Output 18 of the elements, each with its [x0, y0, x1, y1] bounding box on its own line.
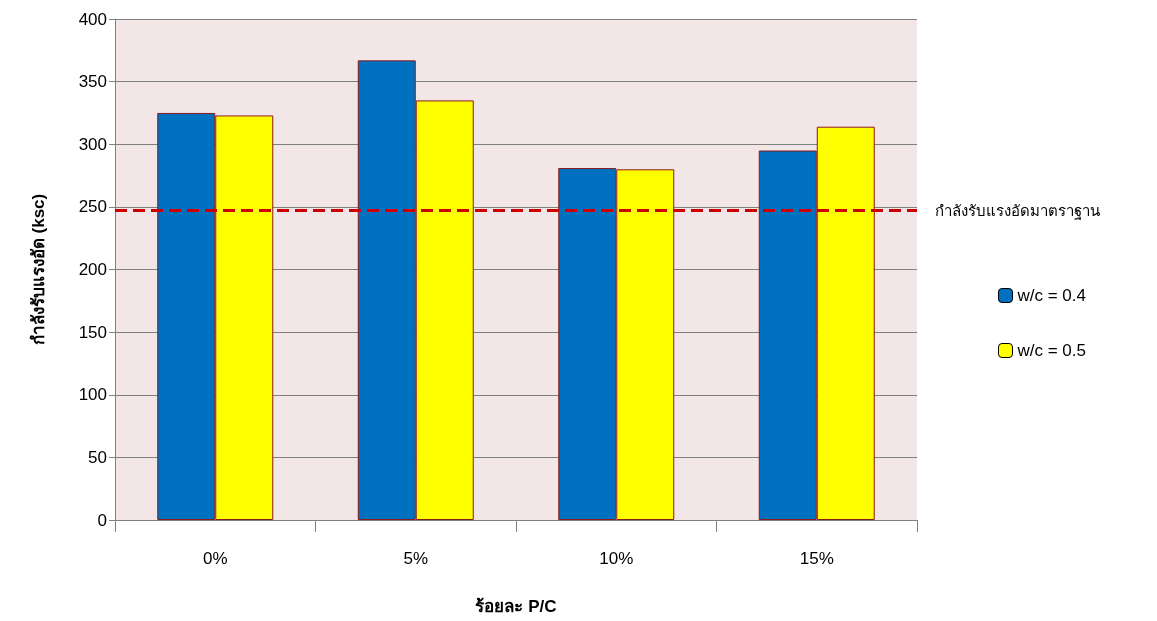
y-tick-label: 250: [78, 197, 107, 217]
y-tick-label: 50: [88, 447, 107, 467]
y-tick-label: 400: [78, 9, 107, 29]
ref-line-label: กำลังรับแรงอัดมาตราฐาน: [935, 202, 1100, 221]
legend-label: w/c = 0.5: [1016, 341, 1087, 360]
y-tick-label: 300: [78, 134, 107, 154]
y-tick-label: 100: [78, 385, 107, 405]
y-axis-title: กำลังรับแรงอัด (ksc): [29, 193, 48, 346]
y-tick-label: 350: [78, 72, 107, 92]
x-axis-title: ร้อยละ P/C: [475, 597, 557, 616]
y-tick-label: 150: [78, 322, 107, 342]
x-tick-label: 15%: [799, 549, 834, 568]
y-tick-label: 0: [97, 510, 107, 530]
y-tick-label: 200: [78, 260, 107, 279]
x-tick-label: 5%: [403, 549, 429, 568]
x-tick-label: 0%: [202, 549, 228, 568]
legend-label: w/c = 0.4: [1016, 286, 1087, 305]
x-tick-label: 10%: [599, 549, 634, 568]
